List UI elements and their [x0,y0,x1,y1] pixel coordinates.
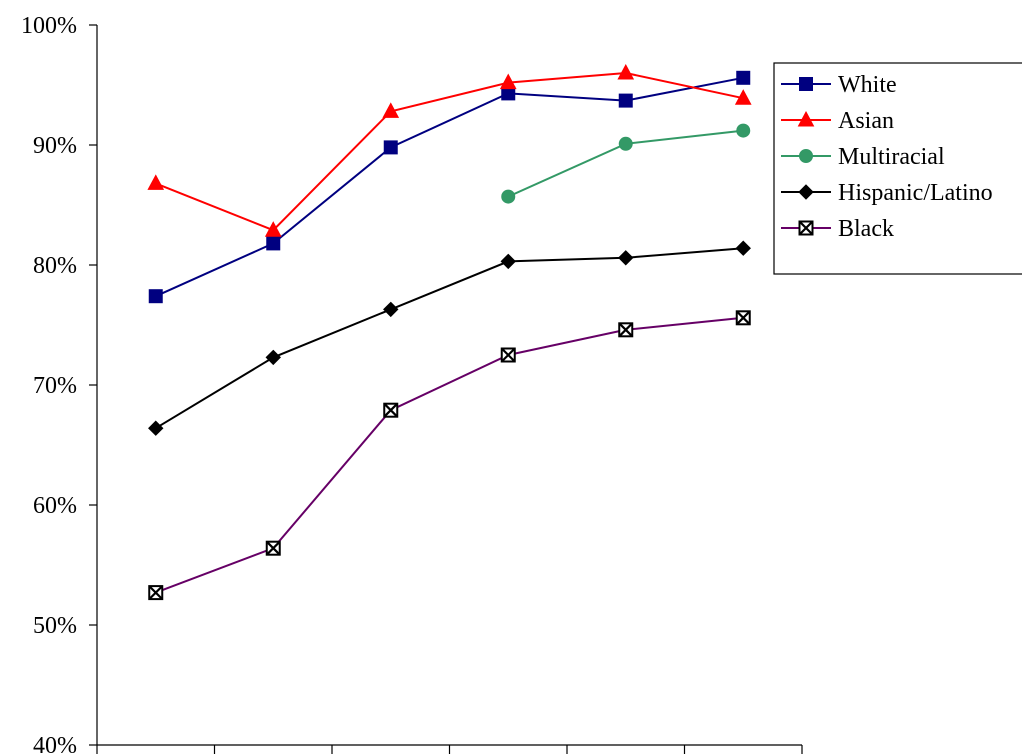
legend-item-multiracial: Multiracial [781,144,945,170]
data-point-black [735,310,751,326]
legend-item-black: Black [781,216,894,242]
data-point-hispanic-latino [735,240,751,256]
series-white [148,70,751,304]
legend: White Asian Multiracial Hispanic/Latino Blac… [773,62,1022,275]
series-line-hispanic-latino [155,247,744,430]
legend-item-white: White [781,72,897,98]
legend-label: Asian [838,108,894,134]
y-tick-label: 60% [33,493,77,519]
data-point-multiracial [736,123,751,138]
legend-item-hispanic-latino: Hispanic/Latino [781,180,993,206]
legend-label: Black [838,216,894,242]
data-point-hispanic-latino [618,250,634,266]
data-point-multiracial [618,136,633,151]
y-tick-label: 100% [21,13,77,39]
y-tick-label: 80% [33,253,77,279]
series-multiracial [501,123,751,204]
y-tick-label: 70% [33,373,77,399]
legend-box [773,62,1022,275]
data-point-black [265,540,281,556]
data-point-asian [617,63,635,80]
data-point-white [148,289,163,304]
legend-label: Hispanic/Latino [838,180,993,206]
legend-label: White [838,72,897,98]
legend-marker [798,220,814,236]
legend-item-asian: Asian [781,108,894,134]
data-point-hispanic-latino [383,301,399,318]
series-line-asian [155,71,744,232]
series-asian [147,63,752,237]
data-point-black [618,322,634,338]
y-tick-label: 40% [33,733,77,754]
data-point-asian [264,221,282,237]
data-point-black [500,347,516,363]
series-layer [147,63,752,601]
legend-marker [798,184,814,200]
series-hispanic-latino [148,240,751,436]
data-point-black [383,402,399,418]
chart-axes [89,24,803,754]
data-point-asian [734,89,752,105]
data-point-white [383,140,398,155]
y-tick-label: 90% [33,133,77,159]
series-black [148,310,751,601]
data-point-black [148,585,164,601]
data-point-hispanic-latino [148,420,164,436]
data-point-multiracial [501,189,516,204]
data-point-hispanic-latino [265,349,281,366]
data-point-white [266,236,281,251]
legend-marker [799,149,813,163]
y-tick-labels: 100% 90% 80% 70% 60% 50% 40% [21,13,77,754]
legend-marker [799,77,813,91]
data-point-asian [382,102,400,118]
series-line-white [155,76,744,298]
data-point-white [736,70,751,85]
legend-marker [797,110,815,127]
data-point-white [618,93,633,108]
data-point-asian [499,73,517,90]
legend-label: Multiracial [838,144,945,170]
data-point-hispanic-latino [500,253,516,270]
series-line-black [155,316,744,594]
y-tick-label: 50% [33,613,77,639]
data-point-asian [147,174,165,190]
